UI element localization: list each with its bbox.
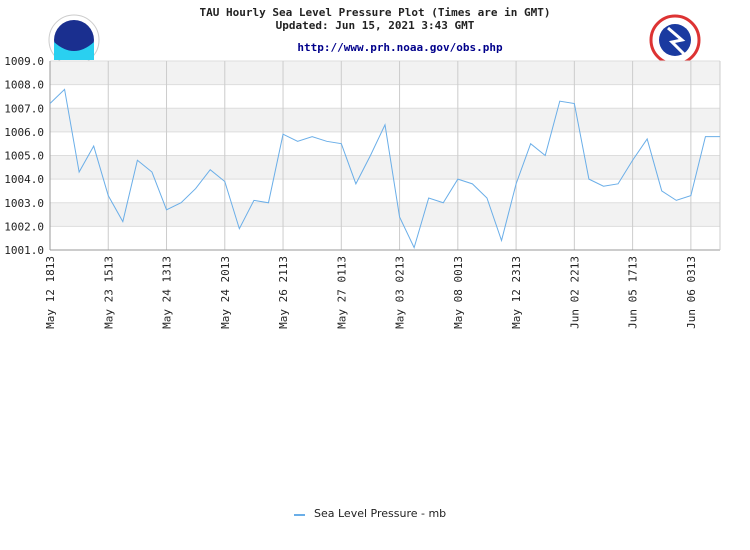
y-tick-label: 1009.0 — [4, 55, 44, 68]
y-tick-label: 1007.0 — [4, 102, 44, 115]
x-tick-label: May 03 0213 — [394, 256, 407, 329]
x-tick-label: May 27 0113 — [335, 256, 348, 329]
x-tick-label: May 23 1513 — [102, 256, 115, 329]
nws-logo — [649, 14, 701, 66]
y-tick-label: 1004.0 — [4, 173, 44, 186]
y-tick-label: 1003.0 — [4, 197, 44, 210]
x-tick-label: Jun 06 0313 — [685, 256, 698, 329]
band — [50, 61, 720, 85]
band — [50, 108, 720, 132]
x-tick-label: Jun 05 1713 — [627, 256, 640, 329]
x-tick-label: May 08 0013 — [452, 256, 465, 329]
x-tick-label: May 24 2013 — [219, 256, 232, 329]
chart-title: TAU Hourly Sea Level Pressure Plot (Time… — [200, 6, 551, 19]
x-tick-label: May 12 1813 — [44, 256, 57, 329]
y-tick-label: 1002.0 — [4, 220, 44, 233]
band — [50, 155, 720, 180]
y-tick-label: 1001.0 — [4, 244, 44, 257]
x-tick-label: Jun 02 2213 — [568, 256, 581, 329]
y-tick-label: 1005.0 — [4, 150, 44, 163]
plot-area — [49, 60, 721, 251]
noaa-logo — [48, 14, 100, 66]
legend: Sea Level Pressure - mb — [294, 507, 446, 520]
y-tick-label: 1008.0 — [4, 79, 44, 92]
y-tick-label: 1006.0 — [4, 126, 44, 139]
chart-subtitle: Updated: Jun 15, 2021 3:43 GMT — [276, 19, 475, 32]
line-series — [49, 88, 720, 250]
band — [50, 202, 720, 227]
legend-label: Sea Level Pressure - mb — [314, 507, 446, 520]
x-tick-label: May 12 2313 — [510, 256, 523, 329]
source-url: http://www.prh.noaa.gov/obs.php — [297, 41, 503, 54]
x-tick-label: May 26 2113 — [277, 256, 290, 329]
x-tick-label: May 24 1313 — [161, 256, 174, 329]
